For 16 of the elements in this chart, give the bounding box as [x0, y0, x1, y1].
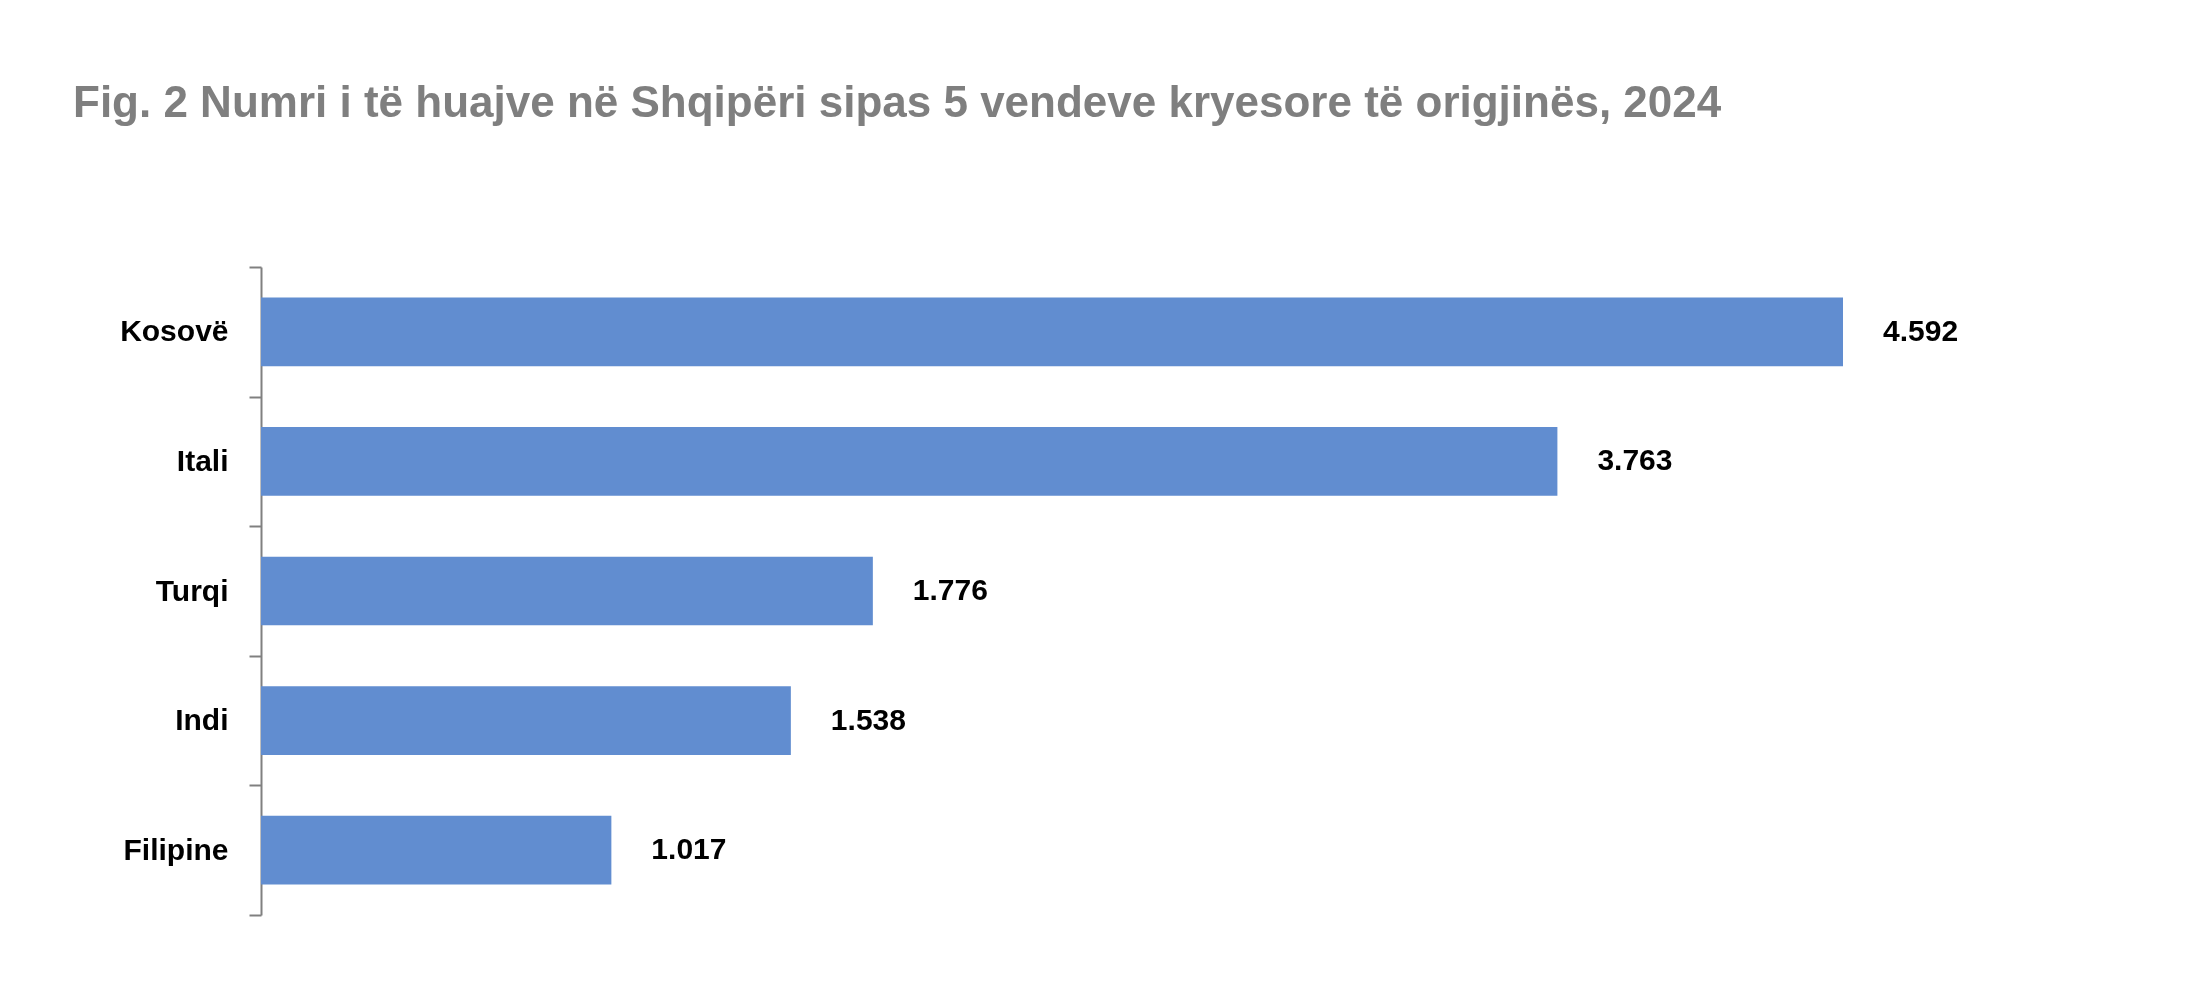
chart-title: Fig. 2 Numri i të huajve në Shqipëri sipas 5 vendeve kryesore të origjinës, 2024 [73, 77, 1722, 126]
y-tick-label: Indi [175, 703, 229, 737]
data-label: 1.017 [651, 832, 727, 866]
bar [261, 686, 791, 755]
data-label: 3.763 [1597, 443, 1673, 477]
bar [261, 427, 1558, 496]
y-tick-label: Filipine [123, 832, 229, 866]
bar [261, 297, 1843, 367]
data-label: 1.776 [912, 573, 988, 606]
y-tick-label: Itali [176, 443, 229, 477]
bar [261, 815, 612, 885]
y-tick-label: Kosovë [120, 314, 229, 348]
bar [261, 556, 873, 626]
data-label: 1.538 [830, 702, 906, 736]
data-label: 4.592 [1883, 313, 1959, 347]
y-tick-label: Turqi [155, 573, 229, 607]
